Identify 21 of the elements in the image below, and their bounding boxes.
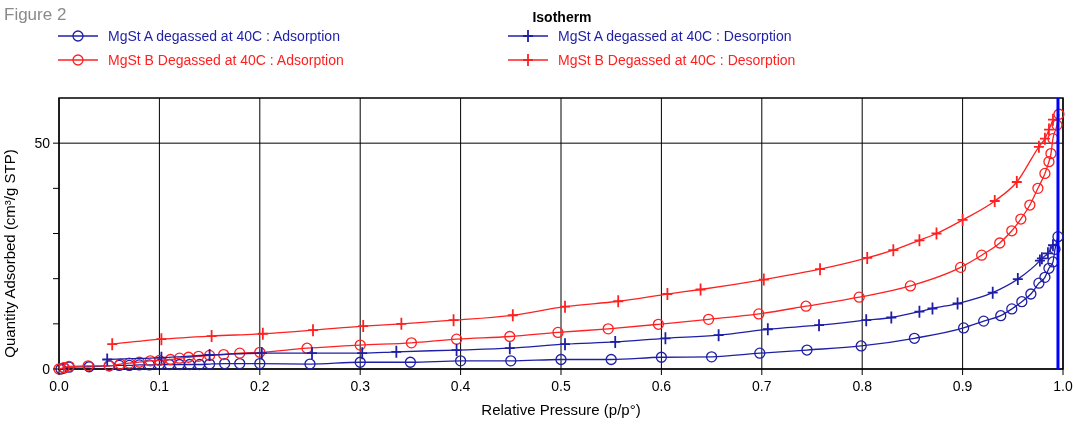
x-tick-label: 0.7 <box>752 378 772 394</box>
x-tick-label: 0.8 <box>852 378 873 394</box>
chart-title: Isotherm <box>532 9 592 25</box>
x-axis-title: Relative Pressure (p/p°) <box>481 401 641 418</box>
legend-label: MgSt A degassed at 40C : Desorption <box>558 28 792 44</box>
legend-label: MgSt B Degassed at 40C : Adsorption <box>108 52 344 68</box>
legend-label: MgSt B Degassed at 40C : Desorption <box>558 52 796 68</box>
x-tick-label: 0.4 <box>450 378 471 394</box>
y-tick-label: 50 <box>34 135 51 152</box>
x-tick-label: 0.9 <box>952 378 973 394</box>
x-tick-label: 0.3 <box>350 378 371 394</box>
y-tick-label: 0 <box>42 361 51 377</box>
x-tick-label: 0.5 <box>551 378 571 394</box>
x-tick-label: 0.0 <box>49 378 69 394</box>
x-tick-label: 0.1 <box>149 378 170 394</box>
legend-label: MgSt A degassed at 40C : Adsorption <box>108 28 340 44</box>
x-tick-label: 0.2 <box>250 378 270 394</box>
x-tick-label: 1.0 <box>1053 378 1073 394</box>
x-tick-label: 0.6 <box>651 378 672 394</box>
y-axis-title: Quantity Adsorbed (cm³/g STP) <box>1 149 18 358</box>
caption: Figure 2 <box>4 5 67 24</box>
